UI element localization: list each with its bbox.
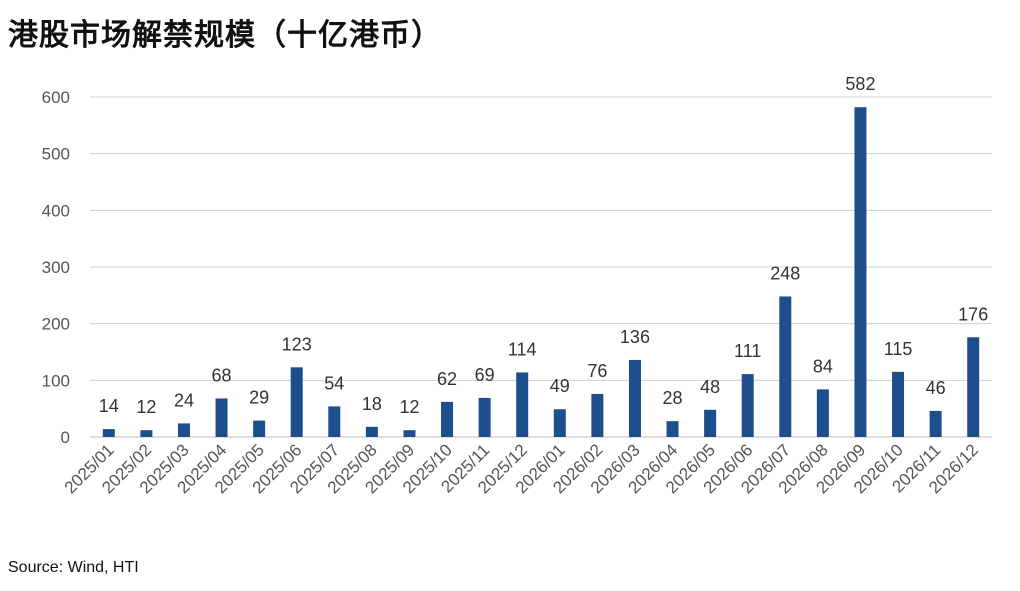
data-label: 62	[437, 369, 457, 389]
bar	[628, 359, 641, 437]
data-label: 115	[884, 339, 913, 359]
bar	[365, 426, 378, 437]
data-label: 76	[587, 361, 607, 381]
bar	[478, 397, 491, 437]
y-tick-label: 0	[61, 428, 70, 447]
bar	[666, 421, 679, 437]
data-label: 69	[475, 365, 495, 385]
bar	[253, 420, 266, 437]
data-label: 248	[770, 263, 800, 283]
bar	[779, 296, 792, 437]
y-tick-label: 600	[42, 88, 70, 107]
source-note: Source: Wind, HTI	[8, 559, 139, 576]
data-label: 18	[362, 394, 382, 414]
bar	[741, 374, 754, 437]
y-tick-label: 400	[42, 201, 70, 220]
bar	[140, 430, 153, 437]
bar	[553, 409, 566, 437]
bar	[328, 406, 341, 437]
data-label: 136	[620, 327, 650, 347]
bar	[177, 423, 190, 437]
data-label: 111	[734, 341, 761, 361]
chart-title: 港股市场解禁规模（十亿港币）	[8, 18, 442, 53]
y-tick-label: 300	[42, 258, 70, 277]
bar	[591, 393, 604, 437]
bar	[967, 337, 980, 437]
bar	[816, 389, 829, 437]
data-label: 84	[813, 356, 833, 376]
y-tick-label: 100	[42, 371, 70, 390]
data-label: 176	[958, 304, 988, 324]
data-label: 28	[663, 388, 683, 408]
data-label: 582	[845, 74, 875, 94]
bar	[215, 398, 228, 437]
bar	[403, 430, 416, 437]
bar	[892, 371, 905, 437]
y-tick-label: 500	[42, 145, 70, 164]
data-label: 114	[508, 339, 537, 359]
data-label: 29	[249, 388, 269, 408]
bar	[441, 401, 454, 437]
bar	[516, 372, 529, 437]
bar	[102, 429, 115, 437]
y-tick-label: 200	[42, 315, 70, 334]
data-label: 48	[700, 377, 720, 397]
data-label: 54	[324, 373, 344, 393]
data-label: 14	[99, 396, 119, 416]
bar	[929, 410, 942, 437]
data-label: 12	[399, 397, 419, 417]
data-label: 123	[282, 334, 312, 354]
data-label: 49	[550, 376, 570, 396]
bar	[290, 367, 303, 437]
data-label: 12	[136, 397, 156, 417]
bar	[704, 409, 717, 437]
data-label: 24	[174, 390, 194, 410]
data-label: 68	[212, 365, 232, 385]
bar	[854, 107, 867, 437]
data-label: 46	[926, 378, 946, 398]
